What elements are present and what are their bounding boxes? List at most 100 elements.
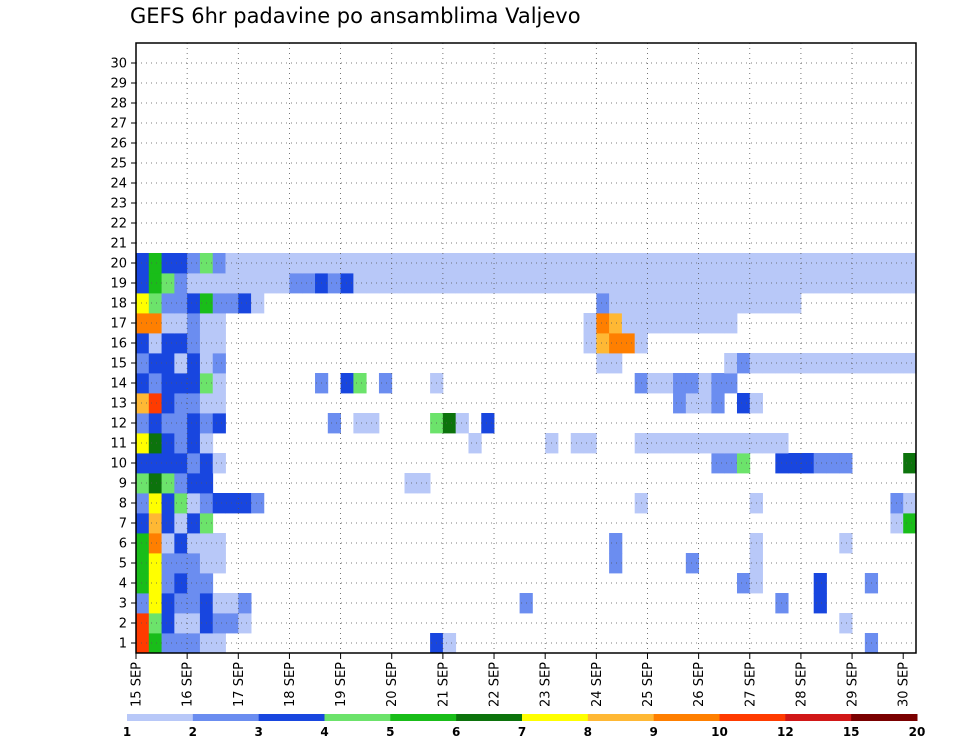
heatmap-cell [698,293,712,314]
heatmap-cell [788,353,802,374]
x-tick-label: 26 SEP [692,662,707,707]
heatmap-cell [187,553,201,574]
heatmap-cell [136,273,150,294]
y-tick-label: 23 [110,197,127,212]
heatmap-cell [251,493,265,514]
colorbar-label: 12 [777,725,794,739]
heatmap-cell [826,273,840,294]
heatmap-cell [212,393,226,414]
heatmap-cell [609,353,623,374]
heatmap-cell [762,253,776,274]
heatmap-cell [736,293,751,314]
heatmap-cell [136,513,150,534]
heatmap-cell [455,253,469,274]
heatmap-cell [136,453,150,474]
heatmap-cell [136,493,150,514]
heatmap-cell [583,273,597,294]
heatmap-cell [673,253,687,274]
heatmap-cell [161,493,175,514]
heatmap-cell [736,253,751,274]
colorbar-swatch [851,714,918,721]
heatmap-cell [673,273,687,294]
heatmap-cell [711,433,725,454]
heatmap-cell [161,293,175,314]
x-tick-label: 22 SEP [488,662,503,707]
heatmap-cell [187,353,201,374]
heatmap-cell [161,273,175,294]
heatmap-cell [136,393,150,414]
heatmap-cell [711,313,725,334]
heatmap-cell [698,273,712,294]
y-tick-label: 5 [119,557,127,572]
heatmap-cell [161,333,175,354]
heatmap-cell [276,253,290,274]
colorbar-swatch [719,714,786,721]
heatmap-cell [877,353,891,374]
heatmap-cell [532,253,546,274]
heatmap-cell [174,613,188,634]
colorbar-label: 4 [320,725,328,739]
heatmap-cell [596,273,610,294]
heatmap-cell [136,253,150,274]
heatmap-cell [583,313,597,334]
heatmap-cell [187,273,201,294]
heatmap-cell [212,333,226,354]
heatmap-cell [238,593,252,614]
x-tick-label: 16 SEP [181,662,196,707]
heatmap-cell [378,253,393,274]
heatmap-cell [148,613,162,634]
heatmap-cell [212,633,226,654]
heatmap-cell [327,273,341,294]
heatmap-cell [225,273,239,294]
heatmap-cell [174,393,188,414]
x-tick-label: 17 SEP [232,662,247,707]
heatmap-cell [187,453,201,474]
heatmap-cell [136,373,150,394]
heatmap-cell [903,513,917,534]
heatmap-cell [481,253,495,274]
heatmap-cell [685,253,700,274]
heatmap-cell [711,273,725,294]
heatmap-cell [187,633,201,654]
heatmap-cell [813,273,827,294]
heatmap-cell [148,513,162,534]
heatmap-cell [839,453,853,474]
heatmap-cell [161,413,175,434]
heatmap-cell [596,333,610,354]
heatmap-cell [161,433,175,454]
y-tick-label: 14 [110,377,127,392]
heatmap-cell [174,453,188,474]
heatmap-cell [673,393,687,414]
heatmap-cell [800,253,815,274]
heatmap-cell [148,313,162,334]
x-tick-label: 25 SEP [641,662,656,707]
heatmap-cell [148,273,162,294]
heatmap-cell [327,253,341,274]
heatmap-cell [136,353,150,374]
heatmap-cell [609,273,623,294]
heatmap-cell [596,293,610,314]
y-tick-label: 17 [110,317,127,332]
heatmap-cell [238,293,252,314]
heatmap-cell [877,253,891,274]
heatmap-cell [609,253,623,274]
x-tick-label: 24 SEP [590,662,605,707]
heatmap-cell [762,433,776,454]
heatmap-cell [736,433,751,454]
heatmap-cell [148,493,162,514]
x-tick-label: 23 SEP [539,662,554,707]
heatmap-cell [839,533,853,554]
colorbar-label: 6 [452,725,460,739]
heatmap-cell [852,253,866,274]
heatmap-cell [353,413,367,434]
heatmap-cell [570,253,584,274]
heatmap-cell [225,493,239,514]
y-tick-label: 8 [119,497,127,512]
heatmap-cell [174,353,188,374]
y-tick-label: 30 [110,57,127,72]
heatmap-cell [673,373,687,394]
heatmap-cell [762,353,776,374]
chart-title: GEFS 6hr padavine po ansamblima Valjevo [130,4,581,28]
heatmap-cell [685,313,700,334]
